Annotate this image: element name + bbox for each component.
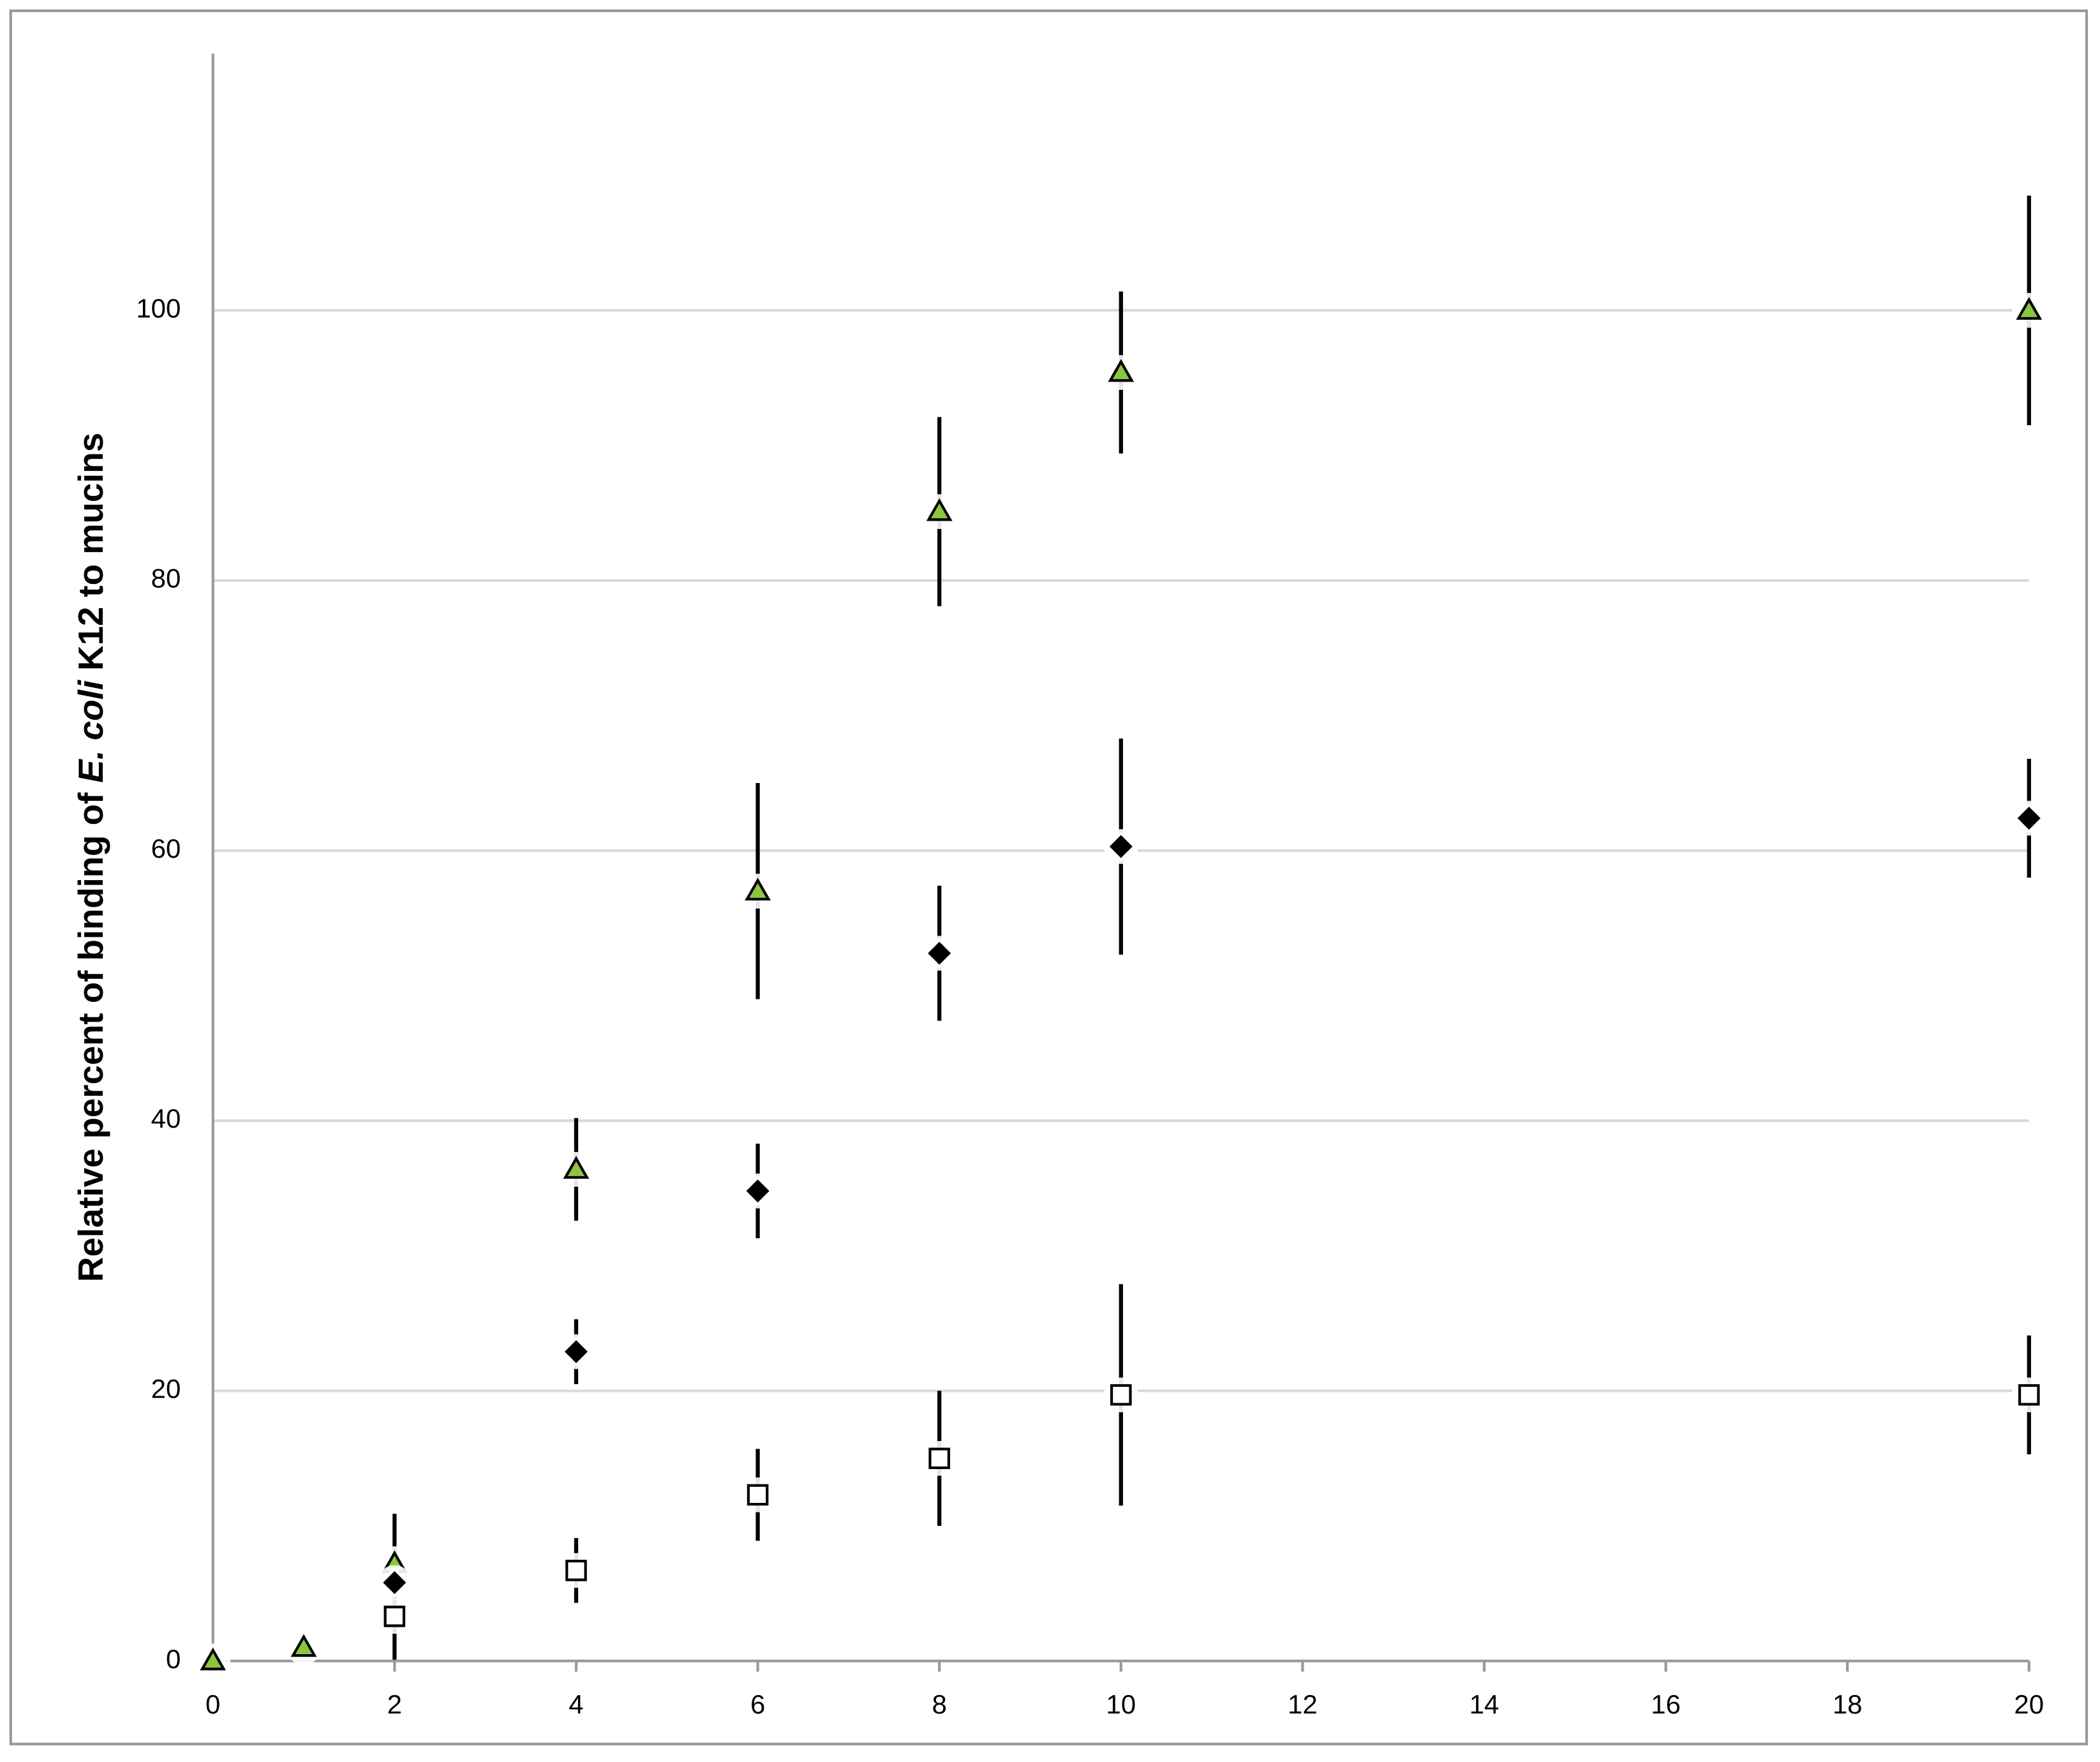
marker <box>924 937 955 969</box>
x-tick-label: 10 <box>1106 1689 1136 1719</box>
marker <box>747 1484 769 1506</box>
marker <box>742 1176 773 1207</box>
y-tick-label: 20 <box>151 1374 181 1404</box>
marker <box>563 1156 590 1179</box>
marker <box>1108 359 1135 382</box>
marker <box>565 1560 587 1581</box>
marker <box>2018 1384 2040 1406</box>
x-tick-label: 12 <box>1288 1689 1318 1719</box>
y-tick-label: 0 <box>166 1644 181 1674</box>
x-tick-label: 20 <box>2014 1689 2044 1719</box>
x-tick-label: 16 <box>1651 1689 1681 1719</box>
y-label-part: K12 to mucins <box>71 433 110 680</box>
marker <box>926 498 953 521</box>
x-tick-label: 6 <box>750 1689 765 1719</box>
x-tick-label: 0 <box>205 1689 220 1719</box>
chart-frame <box>9 9 2089 1745</box>
marker <box>745 877 771 901</box>
y-tick-label: 100 <box>136 293 181 323</box>
y-label-part: E. coli <box>71 679 110 783</box>
marker <box>928 1447 950 1470</box>
y-tick-label: 40 <box>151 1103 181 1133</box>
marker <box>200 1647 227 1671</box>
marker <box>1110 1384 1132 1406</box>
x-tick-label: 2 <box>387 1689 402 1719</box>
x-tick-label: 4 <box>569 1689 583 1719</box>
marker <box>384 1606 406 1627</box>
marker <box>2016 297 2043 320</box>
x-tick-label: 8 <box>932 1689 946 1719</box>
marker <box>2013 803 2044 834</box>
y-tick-label: 60 <box>151 833 181 863</box>
marker <box>379 1567 410 1598</box>
marker <box>1105 831 1136 862</box>
marker <box>290 1634 317 1657</box>
x-tick-label: 18 <box>1833 1689 1863 1719</box>
y-label-part: Relative percent of binding of <box>71 783 110 1282</box>
x-tick-label: 14 <box>1470 1689 1500 1719</box>
y-axis-label: Relative percent of binding of E. coli K… <box>71 433 110 1282</box>
y-tick-label: 80 <box>151 564 181 594</box>
marker <box>560 1336 592 1367</box>
